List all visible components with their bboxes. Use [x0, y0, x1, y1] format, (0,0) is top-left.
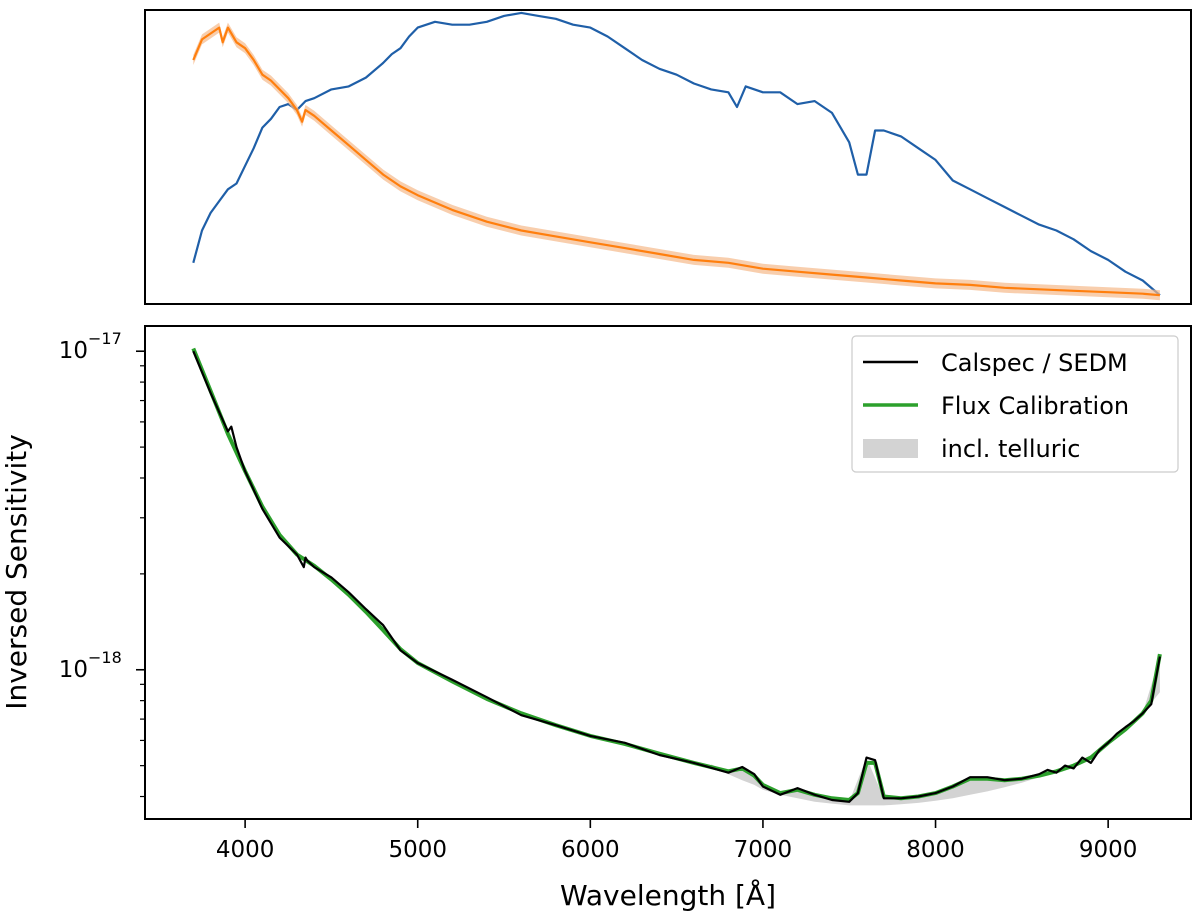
top-calspec-line	[192, 26, 1160, 297]
top-series-layer	[192, 11, 1161, 301]
legend-label-telluric: incl. telluric	[941, 435, 1080, 463]
calspec-sedm-line	[192, 350, 1161, 803]
legend: Calspec / SEDM Flux Calibration incl. te…	[851, 335, 1179, 473]
x-tick-label-7000: 7000	[734, 837, 793, 863]
top-panel-frame	[144, 9, 1192, 305]
y-tick-label-1e-17: 10 −17	[59, 329, 122, 364]
bottom-panel-frame	[144, 325, 1192, 820]
x-tick-label-8000: 8000	[906, 837, 965, 863]
bottom-series-layer	[191, 347, 1162, 806]
y-tick-base-1e-17: 10	[59, 338, 88, 364]
top-panel	[144, 9, 1192, 305]
x-tick-label-6000: 6000	[561, 837, 620, 863]
x-axis: 4000 5000 6000 7000 8000 9000	[216, 819, 1138, 863]
y-axis-label: Inversed Sensitivity	[0, 434, 33, 710]
legend-swatch-telluric	[863, 439, 918, 458]
y-axis: 10 −17 10 −18	[59, 329, 145, 798]
y-tick-exponent-1e-17: −17	[88, 329, 122, 348]
x-tick-label-9000: 9000	[1079, 837, 1138, 863]
legend-label-calspec: Calspec / SEDM	[941, 349, 1128, 377]
x-tick-label-5000: 5000	[388, 837, 447, 863]
y-tick-exponent-1e-18: −18	[88, 648, 122, 667]
y-tick-label-1e-18: 10 −18	[59, 648, 122, 683]
telluric-area	[711, 656, 1160, 806]
top-calspec-uncertainty-band	[193, 22, 1160, 301]
x-axis-label: Wavelength [Å]	[560, 878, 776, 912]
y-tick-base-1e-18: 10	[59, 657, 88, 683]
x-tick-label-4000: 4000	[216, 837, 275, 863]
legend-label-flux-calibration: Flux Calibration	[941, 392, 1129, 420]
bottom-panel: 4000 5000 6000 7000 8000 9000 10 −17 10 −18 W…	[0, 325, 1192, 912]
legend-box	[851, 335, 1179, 473]
